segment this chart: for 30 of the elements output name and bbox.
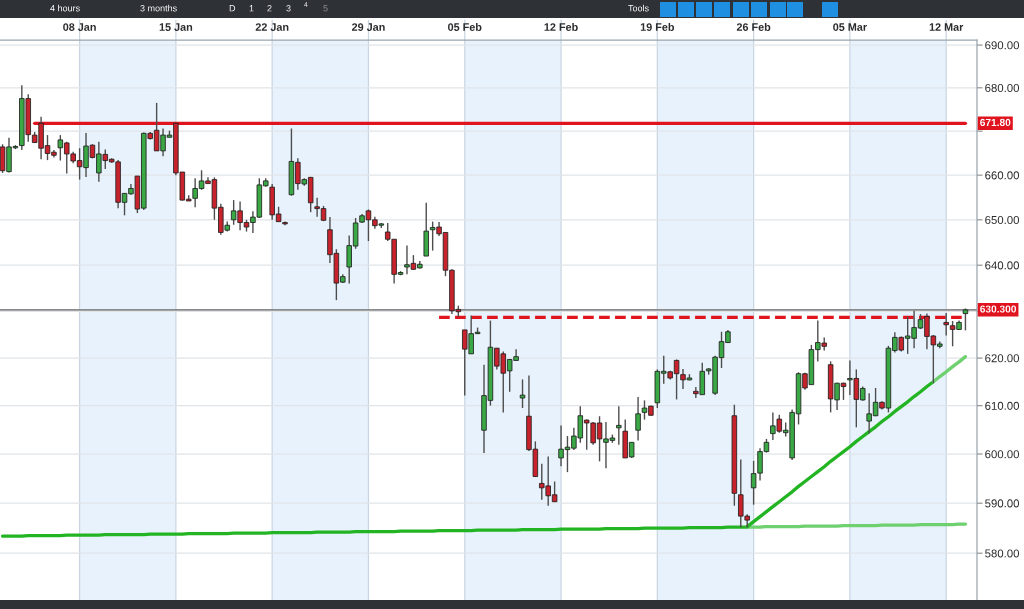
y-tick-label: 620.00 <box>985 354 1020 363</box>
text: 4 hours <box>50 4 80 12</box>
text: 2 <box>267 5 272 12</box>
text: 5 <box>323 5 328 12</box>
x-tick-label: 08 Jan <box>63 23 96 31</box>
text: 1 <box>249 5 254 12</box>
x-tick-label: 26 Feb <box>736 22 771 31</box>
x-tick-label: 29 Jan <box>351 23 385 31</box>
text: 3 <box>286 5 291 12</box>
y-tick-label: 690.00 <box>985 41 1020 50</box>
x-tick-label: 22 Jan <box>255 23 289 31</box>
y-tick-label: 680.00 <box>985 83 1020 93</box>
y-tick-label: 640.00 <box>985 261 1020 270</box>
x-tick-label: 15 Jan <box>159 23 193 31</box>
text: 3 months <box>140 4 177 12</box>
y-tick-label: 610.00 <box>985 401 1020 410</box>
text: Tools <box>628 4 649 12</box>
x-tick-label: 19 Feb <box>640 22 675 31</box>
y-tick-label: 650.00 <box>985 215 1020 225</box>
y-tick-label: 590.00 <box>985 499 1020 508</box>
ref-line-label: 630.300 <box>980 305 1017 313</box>
y-tick-label: 660.00 <box>985 171 1020 180</box>
x-tick-label: 05 Mar <box>833 23 867 31</box>
y-tick-label: 580.00 <box>985 549 1020 558</box>
x-tick-label: 12 Mar <box>929 23 964 31</box>
x-tick-label: 05 Feb <box>448 22 482 31</box>
x-tick-label: 12 Feb <box>544 22 578 31</box>
annotation: 671.80 <box>980 118 1011 127</box>
y-tick-label: 600.00 <box>985 450 1020 459</box>
text: D <box>229 5 236 12</box>
